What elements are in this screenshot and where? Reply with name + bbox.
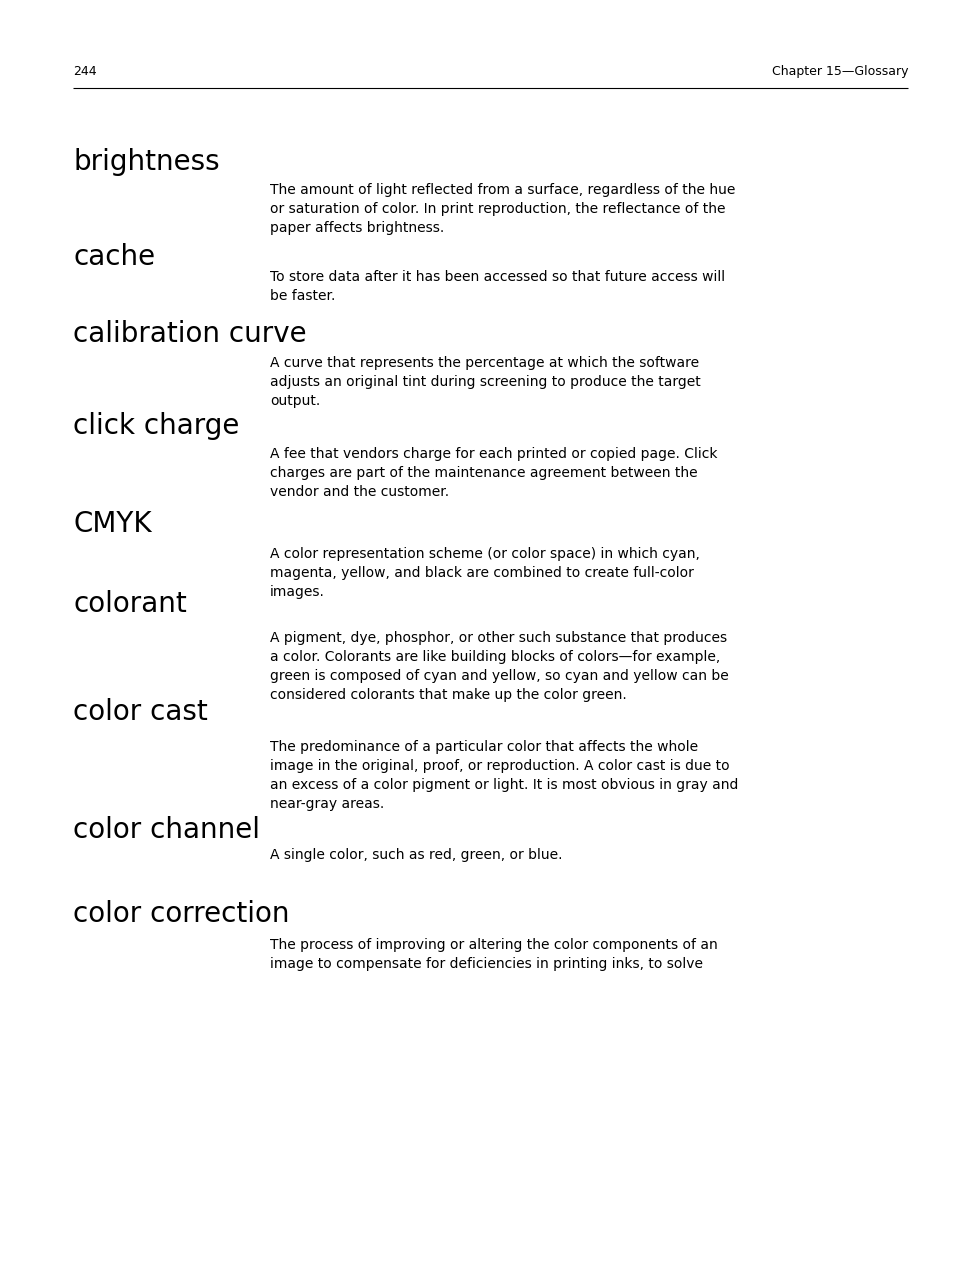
Text: A pigment, dye, phosphor, or other such substance that produces
a color. Coloran: A pigment, dye, phosphor, or other such …: [270, 631, 728, 702]
Text: A fee that vendors charge for each printed or copied page. Click
charges are par: A fee that vendors charge for each print…: [270, 447, 717, 499]
Text: A curve that represents the percentage at which the software
adjusts an original: A curve that represents the percentage a…: [270, 356, 700, 408]
Text: A color representation scheme (or color space) in which cyan,
magenta, yellow, a: A color representation scheme (or color …: [270, 547, 700, 599]
Text: The amount of light reflected from a surface, regardless of the hue
or saturatio: The amount of light reflected from a sur…: [270, 183, 735, 235]
Text: A single color, such as red, green, or blue.: A single color, such as red, green, or b…: [270, 848, 562, 862]
Text: The process of improving or altering the color components of an
image to compens: The process of improving or altering the…: [270, 939, 717, 972]
Text: Chapter 15—Glossary: Chapter 15—Glossary: [771, 65, 907, 77]
Text: colorant: colorant: [73, 591, 187, 618]
Text: The predominance of a particular color that affects the whole
image in the origi: The predominance of a particular color t…: [270, 740, 738, 810]
Text: click charge: click charge: [73, 411, 239, 439]
Text: 244: 244: [73, 65, 97, 77]
Text: color correction: color correction: [73, 900, 290, 928]
Text: calibration curve: calibration curve: [73, 320, 307, 348]
Text: To store data after it has been accessed so that future access will
be faster.: To store data after it has been accessed…: [270, 271, 724, 304]
Text: color channel: color channel: [73, 817, 260, 845]
Text: CMYK: CMYK: [73, 511, 152, 538]
Text: brightness: brightness: [73, 149, 220, 177]
Text: cache: cache: [73, 243, 155, 271]
Text: color cast: color cast: [73, 698, 208, 726]
